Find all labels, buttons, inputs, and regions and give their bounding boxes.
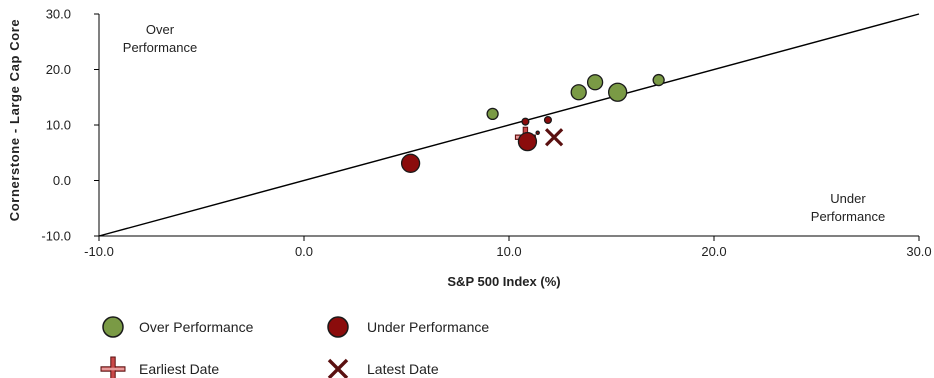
over-performance-point [608,82,628,102]
annotation-under-performance: Under Performance [811,191,885,224]
legend-marker [327,316,349,338]
x-tick-label: 30.0 [906,244,931,259]
over-performance-point [570,84,587,101]
y-tick-label: 0.0 [53,173,71,188]
over-performance-point [486,107,499,121]
y-tick-label: 20.0 [46,62,71,77]
x-tick-label: 20.0 [701,244,726,259]
legend-label: Under Performance [367,319,489,335]
legend-item: Under Performance [327,316,489,338]
legend-item: Earliest Date [100,356,219,378]
x-tick-label: 0.0 [295,244,313,259]
x-tick-label: -10.0 [84,244,114,259]
legend-label: Over Performance [139,319,254,335]
legend-item: Over Performance [102,316,254,338]
x-axis-title: S&P 500 Index (%) [447,274,560,289]
y-tick-label: 30.0 [46,7,71,22]
under-performance-point [400,153,421,173]
legend-label: Latest Date [367,361,439,377]
legend-marker [102,316,124,338]
legend-marker [100,356,126,378]
legend-item: Latest Date [327,358,439,378]
under-performance-point [543,115,552,125]
over-performance-point [586,74,604,91]
legend: Over Performance Under Performance Earlies… [100,316,489,378]
annotation-over-performance: Over Performance [123,22,197,55]
under-performance-point [517,131,538,152]
over-performance-point [652,73,665,87]
reference-line [98,13,920,237]
y-tick-label: 10.0 [46,118,71,133]
legend-label: Earliest Date [139,361,219,377]
y-axis-title: Cornerstone - Large Cap Core [7,19,22,221]
under-performance-point [521,117,530,126]
under-performance-point [535,130,540,136]
latest-date-marker [544,128,564,147]
legend-marker [327,358,349,378]
x-tick-label: 10.0 [496,244,521,259]
y-tick-label: -10.0 [41,229,71,244]
